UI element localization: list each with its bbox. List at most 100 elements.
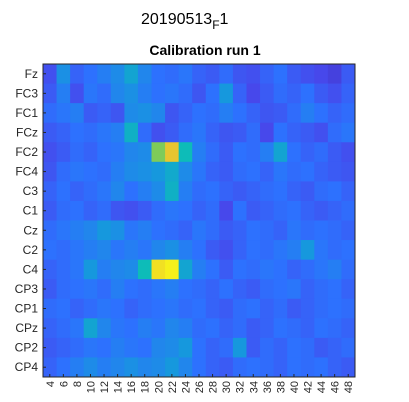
heatmap-cell	[341, 279, 356, 300]
heatmap-cell	[219, 200, 234, 221]
heatmap-cell	[219, 298, 234, 319]
heatmap-cell	[124, 122, 139, 143]
heatmap-cell	[232, 240, 247, 261]
heatmap-cell	[151, 259, 166, 280]
y-tick-label: FC1	[15, 106, 38, 120]
heatmap-cell	[327, 220, 342, 241]
heatmap-cell	[287, 200, 302, 221]
heatmap-cell	[273, 103, 288, 124]
heatmap-cell	[327, 142, 342, 163]
heatmap-cell	[192, 337, 207, 358]
heatmap-cell	[83, 83, 98, 104]
heatmap-cell	[273, 279, 288, 300]
heatmap-cell	[56, 103, 71, 124]
heatmap-cell	[56, 259, 71, 280]
heatmap-cell	[260, 83, 275, 104]
heatmap-cell	[56, 122, 71, 143]
heatmap-cell	[300, 357, 315, 378]
x-tick-label: 10	[85, 381, 97, 393]
y-tick-label: Fz	[25, 67, 38, 81]
heatmap-cell	[56, 181, 71, 202]
heatmap-cell	[110, 64, 125, 85]
heatmap-cell	[165, 357, 180, 378]
heatmap-cell	[165, 161, 180, 182]
heatmap-cell	[287, 103, 302, 124]
heatmap-cell	[232, 220, 247, 241]
heatmap-cell	[110, 122, 125, 143]
y-tick-label: FC2	[15, 145, 38, 159]
heatmap-cell	[314, 259, 329, 280]
heatmap-cell	[273, 161, 288, 182]
heatmap-cell	[165, 220, 180, 241]
heatmap-cell	[232, 64, 247, 85]
heatmap-cell	[232, 122, 247, 143]
heatmap-cell	[70, 318, 85, 339]
heatmap-cell	[232, 337, 247, 358]
heatmap-cell	[205, 259, 220, 280]
heatmap-cell	[246, 122, 261, 143]
heatmap-cell	[260, 103, 275, 124]
heatmap-cell	[56, 142, 71, 163]
heatmap-cell	[124, 220, 139, 241]
heatmap-cell	[110, 357, 125, 378]
heatmap-cell	[83, 122, 98, 143]
heatmap-cell	[110, 279, 125, 300]
x-tick-label: 8	[72, 381, 84, 387]
heatmap-cell	[110, 181, 125, 202]
heatmap-cell	[56, 220, 71, 241]
heatmap-cell	[137, 103, 153, 124]
heatmap-cell	[287, 337, 302, 358]
heatmap-cell	[178, 181, 193, 202]
heatmap-cell	[178, 220, 193, 241]
heatmap-cell	[205, 142, 220, 163]
heatmap-cell	[97, 279, 112, 300]
heatmap-cell	[341, 318, 356, 339]
heatmap-cell	[219, 181, 234, 202]
heatmap-cell	[83, 200, 98, 221]
heatmap-cell	[341, 220, 356, 241]
heatmap-cell	[137, 240, 153, 261]
heatmap-cell	[97, 161, 112, 182]
x-tick-label: 18	[140, 381, 152, 393]
heatmap-cell	[192, 279, 207, 300]
heatmap-cell	[327, 279, 342, 300]
heatmap-cell	[83, 337, 98, 358]
heatmap-cell	[232, 103, 247, 124]
heatmap-cell	[341, 64, 356, 85]
heatmap-cell	[260, 337, 275, 358]
heatmap-cell	[192, 240, 207, 261]
heatmap-cell	[273, 200, 288, 221]
heatmap-cell	[151, 83, 166, 104]
heatmap-cell	[327, 259, 342, 280]
heatmap-cell	[260, 220, 275, 241]
heatmap-cell	[300, 103, 315, 124]
heatmap-cell	[205, 337, 220, 358]
heatmap-cell	[300, 161, 315, 182]
heatmap-cell	[43, 122, 58, 143]
heatmap-cell	[165, 122, 180, 143]
heatmap-cell	[192, 298, 207, 319]
heatmap-cell	[43, 161, 58, 182]
heatmap-cell	[137, 142, 153, 163]
heatmap-cell	[192, 64, 207, 85]
heatmap-cell	[327, 83, 342, 104]
heatmap-cell	[314, 279, 329, 300]
heatmap-cell	[300, 259, 315, 280]
y-tick-label: FC3	[15, 86, 38, 100]
heatmap-cell	[287, 161, 302, 182]
heatmap-cell	[219, 357, 234, 378]
heatmap-cell	[97, 64, 112, 85]
heatmap-cell	[205, 83, 220, 104]
heatmap-cell	[70, 298, 85, 319]
heatmap-cell	[137, 318, 153, 339]
heatmap-cell	[137, 279, 153, 300]
heatmap-cell	[43, 318, 58, 339]
heatmap-cell	[178, 337, 193, 358]
super-title-subscript: F	[212, 18, 219, 32]
heatmap-cell	[287, 142, 302, 163]
heatmap-cell	[273, 220, 288, 241]
heatmap-cell	[300, 318, 315, 339]
x-tick-label: 24	[180, 381, 192, 393]
heatmap-cell	[192, 103, 207, 124]
